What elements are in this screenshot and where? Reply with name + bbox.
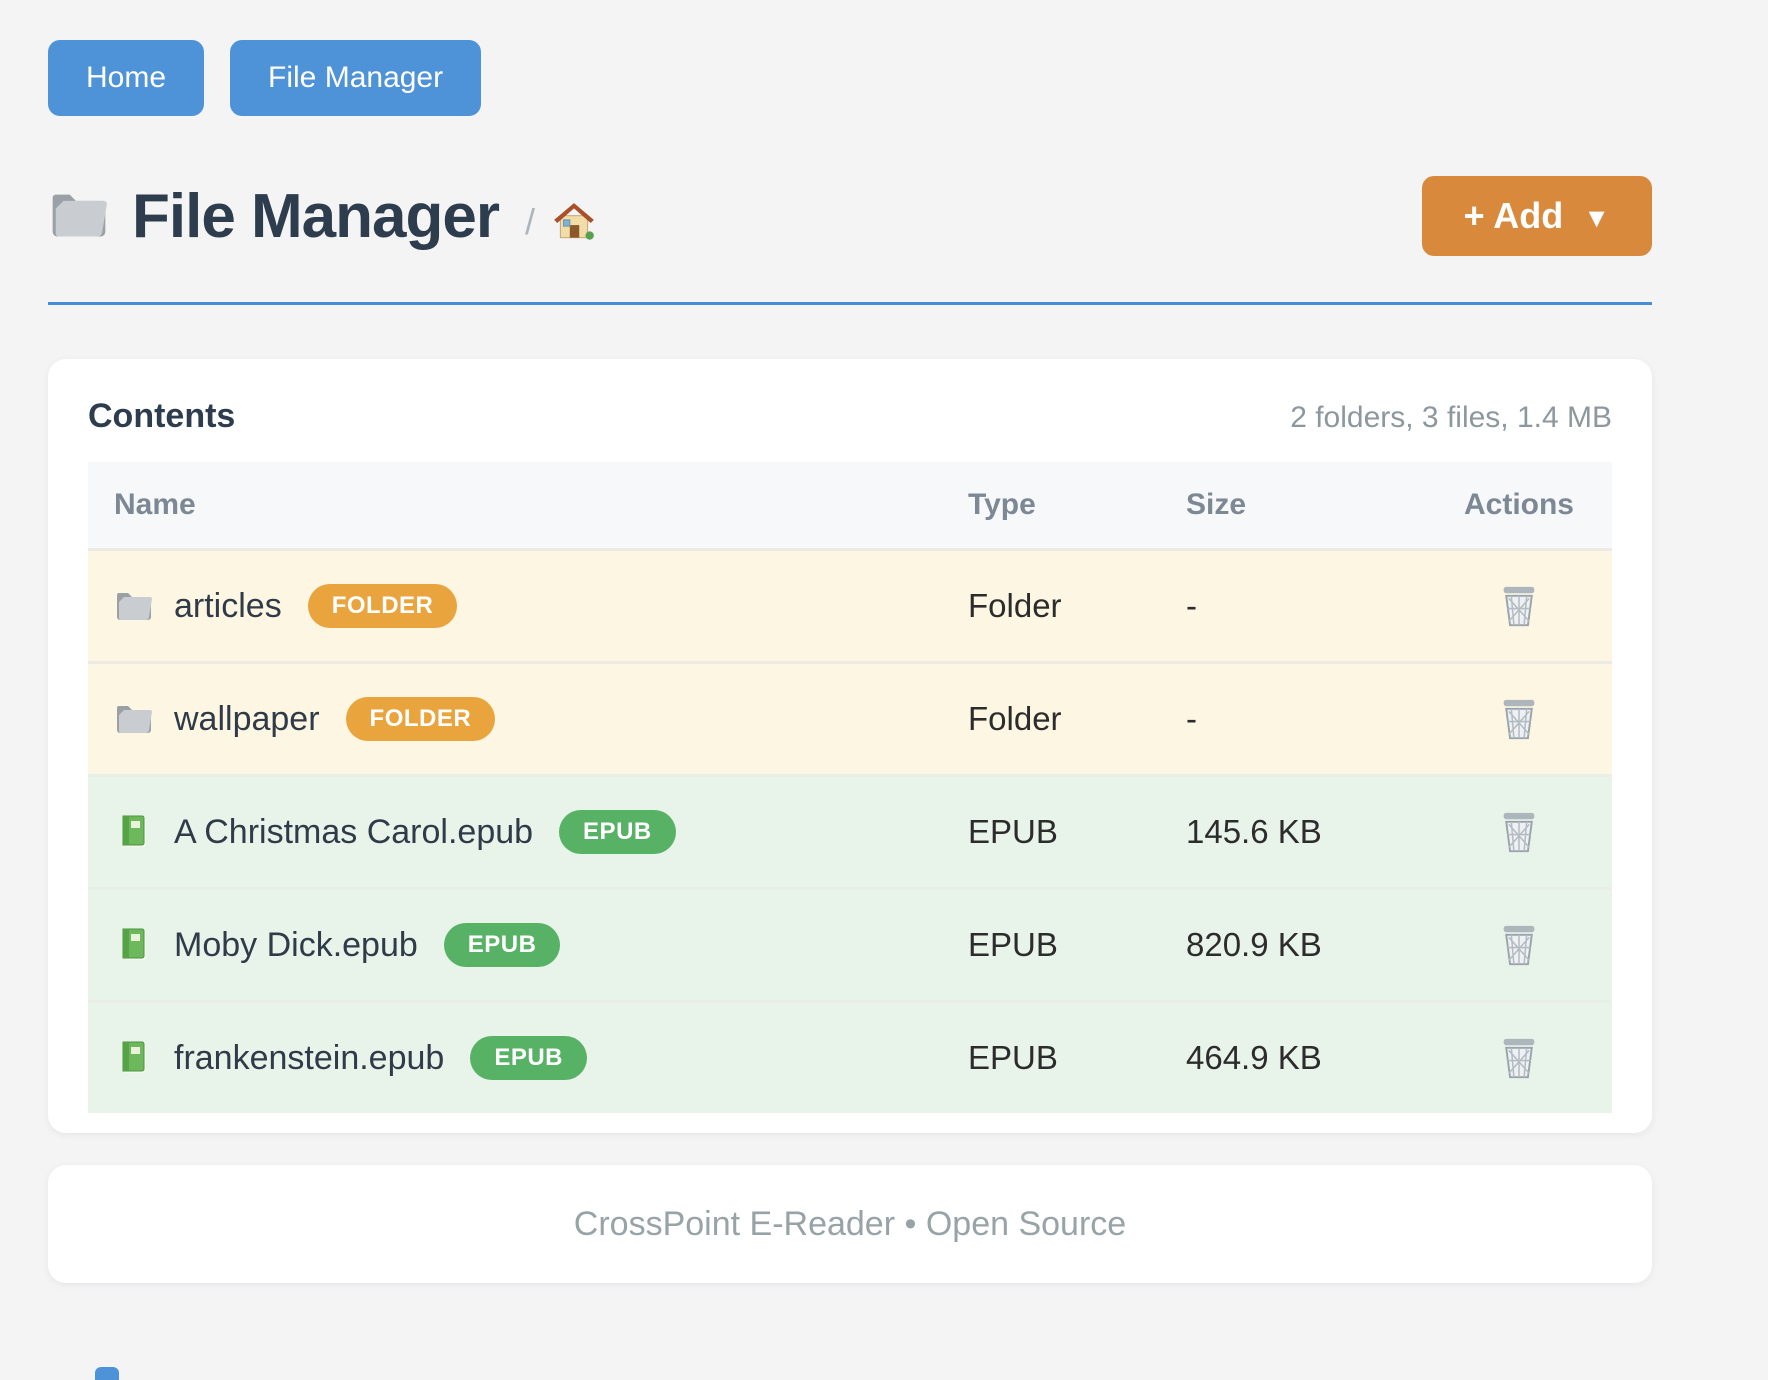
table-row: articles FOLDER Folder - xyxy=(88,548,1612,661)
trash-button[interactable] xyxy=(1497,696,1541,742)
type-badge: EPUB xyxy=(443,923,561,967)
page-header: File Manager / + Add ▼ xyxy=(48,176,1652,256)
file-name-cell: wallpaper FOLDER xyxy=(88,697,968,741)
column-header-size: Size xyxy=(1186,488,1247,521)
add-button-label: + Add xyxy=(1463,195,1564,236)
actions-cell xyxy=(1426,583,1612,629)
book-icon xyxy=(114,814,154,850)
contents-card: Contents 2 folders, 3 files, 1.4 MB Name… xyxy=(48,359,1652,1133)
cutoff-element-fragment xyxy=(95,1367,119,1380)
trash-button[interactable] xyxy=(1497,583,1541,629)
type-badge: FOLDER xyxy=(345,697,496,741)
contents-summary: 2 folders, 3 files, 1.4 MB xyxy=(1290,401,1612,434)
folder-icon xyxy=(48,190,110,242)
type-cell: Folder xyxy=(968,587,1062,624)
home-icon[interactable] xyxy=(551,200,597,242)
file-name-cell: A Christmas Carol.epub EPUB xyxy=(88,810,968,854)
book-icon xyxy=(114,1040,154,1076)
type-cell: EPUB xyxy=(968,1039,1058,1076)
trash-button[interactable] xyxy=(1497,1035,1541,1081)
type-cell: Folder xyxy=(968,700,1062,737)
file-name[interactable]: articles xyxy=(174,586,282,625)
page-footer: CrossPoint E-Reader • Open Source xyxy=(48,1165,1652,1283)
table-row: wallpaper FOLDER Folder - xyxy=(88,661,1612,774)
type-badge: FOLDER xyxy=(307,584,458,628)
type-cell: EPUB xyxy=(968,926,1058,963)
file-name-cell: frankenstein.epub EPUB xyxy=(88,1036,968,1080)
caret-down-icon: ▼ xyxy=(1583,202,1610,233)
contents-title: Contents xyxy=(88,397,236,435)
size-cell: - xyxy=(1186,587,1197,624)
trash-button[interactable] xyxy=(1497,809,1541,855)
contents-card-header: Contents 2 folders, 3 files, 1.4 MB xyxy=(88,389,1612,436)
title-group: File Manager / xyxy=(48,181,597,252)
folder-icon xyxy=(114,701,154,737)
top-nav: Home File Manager xyxy=(48,0,1652,116)
book-icon xyxy=(114,927,154,963)
file-name[interactable]: wallpaper xyxy=(174,699,320,738)
actions-cell xyxy=(1426,1035,1612,1081)
table-row: Moby Dick.epub EPUB EPUB 820.9 KB xyxy=(88,887,1612,1000)
file-name[interactable]: A Christmas Carol.epub xyxy=(174,812,534,851)
size-cell: - xyxy=(1186,700,1197,737)
size-cell: 464.9 KB xyxy=(1186,1039,1322,1076)
size-cell: 145.6 KB xyxy=(1186,813,1322,850)
file-name-cell: Moby Dick.epub EPUB xyxy=(88,923,968,967)
table-row: A Christmas Carol.epub EPUB EPUB 145.6 KB xyxy=(88,774,1612,887)
nav-file-manager-button[interactable]: File Manager xyxy=(230,40,482,116)
actions-cell xyxy=(1426,922,1612,968)
actions-cell xyxy=(1426,809,1612,855)
type-badge: EPUB xyxy=(559,810,676,854)
trash-button[interactable] xyxy=(1497,922,1541,968)
actions-cell xyxy=(1426,696,1612,742)
file-name[interactable]: frankenstein.epub xyxy=(174,1038,445,1077)
header-divider xyxy=(48,302,1652,305)
folder-icon xyxy=(114,588,154,624)
type-cell: EPUB xyxy=(968,813,1058,850)
column-header-type: Type xyxy=(968,488,1036,521)
table-header-row: Name Type Size Actions xyxy=(88,462,1612,548)
page-title: File Manager xyxy=(132,181,500,251)
footer-text: CrossPoint E-Reader • Open Source xyxy=(573,1204,1127,1243)
size-cell: 820.9 KB xyxy=(1186,926,1322,963)
file-name-cell: articles FOLDER xyxy=(88,584,968,628)
column-header-actions: Actions xyxy=(1463,488,1574,521)
breadcrumb-separator: / xyxy=(525,201,536,242)
file-table: Name Type Size Actions articles FOLDER Fol… xyxy=(88,462,1612,1113)
table-row: frankenstein.epub EPUB EPUB 464.9 KB xyxy=(88,1000,1612,1113)
type-badge: EPUB xyxy=(470,1036,587,1080)
add-button[interactable]: + Add ▼ xyxy=(1421,176,1652,256)
nav-home-button[interactable]: Home xyxy=(48,40,205,116)
page-content: Home File Manager File Manager / xyxy=(48,0,1652,1283)
file-name[interactable]: Moby Dick.epub xyxy=(174,925,418,964)
table-body: articles FOLDER Folder - wallpaper FOLDER Fold… xyxy=(88,548,1612,1113)
column-header-name: Name xyxy=(114,488,196,521)
